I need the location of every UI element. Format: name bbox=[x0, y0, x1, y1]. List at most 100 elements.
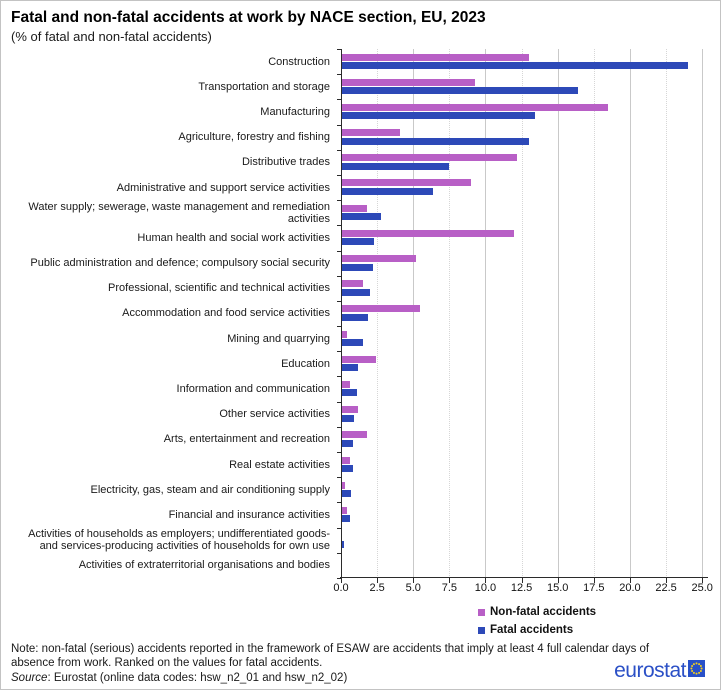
bar-fatal-6 bbox=[341, 213, 382, 221]
x-tick-label-7.5: 7.5 bbox=[441, 582, 457, 594]
eurostat-logo: eurostat bbox=[614, 659, 706, 683]
x-tick-2.5 bbox=[377, 578, 379, 583]
bar-fatal-16 bbox=[341, 465, 353, 473]
y-tick bbox=[337, 326, 341, 328]
x-axis-line bbox=[340, 577, 708, 578]
gridline-22.5 bbox=[666, 49, 668, 578]
y-tick bbox=[337, 225, 341, 227]
y-tick bbox=[337, 174, 341, 176]
chart-title: Fatal and non-fatal accidents at work by… bbox=[11, 9, 486, 26]
x-tick-label-12.5: 12.5 bbox=[510, 582, 533, 594]
y-tick bbox=[337, 149, 341, 151]
bar-nonfatal-13 bbox=[341, 380, 350, 388]
bar-fatal-9 bbox=[341, 288, 370, 296]
bar-fatal-3 bbox=[341, 137, 529, 145]
x-tick-label-10: 10.0 bbox=[474, 582, 497, 594]
bar-fatal-18 bbox=[341, 515, 350, 523]
x-tick-label-15: 15.0 bbox=[547, 582, 569, 594]
gridline-5 bbox=[413, 49, 415, 578]
source-line: Source: Eurostat (online data codes: hsw… bbox=[11, 672, 347, 684]
bar-fatal-13 bbox=[341, 389, 357, 397]
bar-fatal-0 bbox=[341, 62, 688, 69]
bar-nonfatal-2 bbox=[341, 103, 609, 111]
bar-nonfatal-5 bbox=[341, 179, 472, 187]
category-label: Arts, entertainment and recreation bbox=[163, 433, 330, 446]
y-tick bbox=[337, 502, 341, 504]
x-tick-15 bbox=[557, 578, 559, 583]
category-label: Distributive trades bbox=[241, 156, 330, 169]
x-tick-label-0: 0.0 bbox=[333, 582, 349, 594]
bar-fatal-1 bbox=[341, 87, 578, 95]
legend-label: Fatal accidents bbox=[490, 624, 574, 636]
x-tick-label-17.5: 17.5 bbox=[583, 582, 605, 594]
y-axis-line bbox=[341, 49, 342, 578]
bar-nonfatal-14 bbox=[341, 406, 359, 414]
gridline-15 bbox=[557, 49, 559, 578]
bar-nonfatal-10 bbox=[341, 305, 421, 313]
category-label: Professional, scientific and technical a… bbox=[108, 282, 330, 295]
category-label: Manufacturing bbox=[260, 105, 330, 118]
chart-subtitle: (% of fatal and non-fatal accidents) bbox=[11, 29, 212, 44]
y-tick bbox=[337, 477, 341, 479]
y-tick bbox=[337, 351, 341, 353]
legend-item: Fatal accidents bbox=[478, 621, 596, 639]
x-tick-12.5 bbox=[521, 578, 523, 583]
gridline-7.5 bbox=[449, 49, 451, 578]
x-tick-22.5 bbox=[666, 578, 668, 583]
x-tick-20 bbox=[629, 578, 631, 583]
y-tick bbox=[337, 300, 341, 302]
gridline-20 bbox=[629, 49, 631, 578]
category-label: Education bbox=[281, 357, 330, 370]
bar-nonfatal-16 bbox=[341, 456, 350, 464]
category-label: Activities of households as employers; u… bbox=[28, 528, 330, 553]
gridline-2.5 bbox=[377, 49, 379, 578]
category-label: Public administration and defence; compu… bbox=[30, 257, 330, 270]
bar-nonfatal-17 bbox=[341, 481, 346, 489]
legend-swatch-icon bbox=[478, 626, 485, 634]
category-label: Other service activities bbox=[219, 408, 330, 421]
x-tick-label-22.5: 22.5 bbox=[655, 582, 677, 594]
bar-nonfatal-12 bbox=[341, 355, 376, 363]
bar-nonfatal-0 bbox=[341, 53, 529, 61]
y-tick bbox=[337, 401, 341, 403]
x-tick-5 bbox=[413, 578, 415, 583]
y-tick bbox=[337, 552, 341, 554]
category-label: Electricity, gas, steam and air conditio… bbox=[90, 483, 330, 496]
x-tick-17.5 bbox=[593, 578, 595, 583]
gridline-10 bbox=[485, 49, 487, 578]
bar-fatal-11 bbox=[341, 339, 363, 347]
bar-fatal-5 bbox=[341, 187, 434, 195]
category-label: Financial and insurance activities bbox=[168, 509, 330, 522]
x-tick-label-2.5: 2.5 bbox=[369, 582, 385, 594]
category-label: Construction bbox=[268, 55, 330, 68]
y-tick bbox=[337, 578, 341, 579]
x-tick-25 bbox=[702, 578, 704, 583]
x-tick-0 bbox=[341, 578, 342, 583]
x-tick-label-20: 20.0 bbox=[619, 582, 641, 594]
category-label: Real estate activities bbox=[229, 458, 330, 471]
bar-nonfatal-6 bbox=[341, 204, 367, 212]
bar-fatal-15 bbox=[341, 439, 353, 447]
x-tick-10 bbox=[485, 578, 487, 583]
y-tick bbox=[337, 124, 341, 126]
bar-nonfatal-8 bbox=[341, 255, 417, 263]
bar-nonfatal-9 bbox=[341, 280, 363, 288]
bar-fatal-2 bbox=[341, 112, 535, 120]
bar-nonfatal-15 bbox=[341, 431, 367, 439]
footnote: Note: non-fatal (serious) accidents repo… bbox=[11, 643, 650, 669]
x-tick-label-5: 5.0 bbox=[405, 582, 421, 594]
bar-nonfatal-3 bbox=[341, 129, 401, 137]
y-tick bbox=[337, 74, 341, 76]
gridline-25 bbox=[702, 49, 704, 578]
legend-label: Non-fatal accidents bbox=[490, 606, 597, 618]
y-tick bbox=[337, 49, 341, 50]
y-tick bbox=[337, 275, 341, 277]
bar-fatal-14 bbox=[341, 414, 354, 422]
bar-nonfatal-1 bbox=[341, 78, 476, 86]
gridline-12.5 bbox=[521, 49, 523, 578]
source-text: : Eurostat (online data codes: hsw_n2_01… bbox=[47, 672, 348, 684]
plot-area bbox=[337, 49, 708, 583]
y-tick bbox=[337, 99, 341, 101]
category-label: Agriculture, forestry and fishing bbox=[178, 131, 330, 144]
y-tick bbox=[337, 452, 341, 454]
